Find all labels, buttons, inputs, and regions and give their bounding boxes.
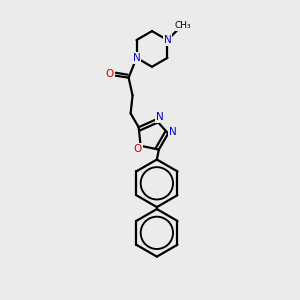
Text: N: N [164, 35, 171, 45]
Text: N: N [133, 53, 140, 63]
Text: N: N [169, 128, 177, 137]
Text: O: O [134, 144, 142, 154]
Text: N: N [156, 112, 164, 122]
Text: CH₃: CH₃ [175, 21, 191, 30]
Text: O: O [106, 69, 114, 79]
